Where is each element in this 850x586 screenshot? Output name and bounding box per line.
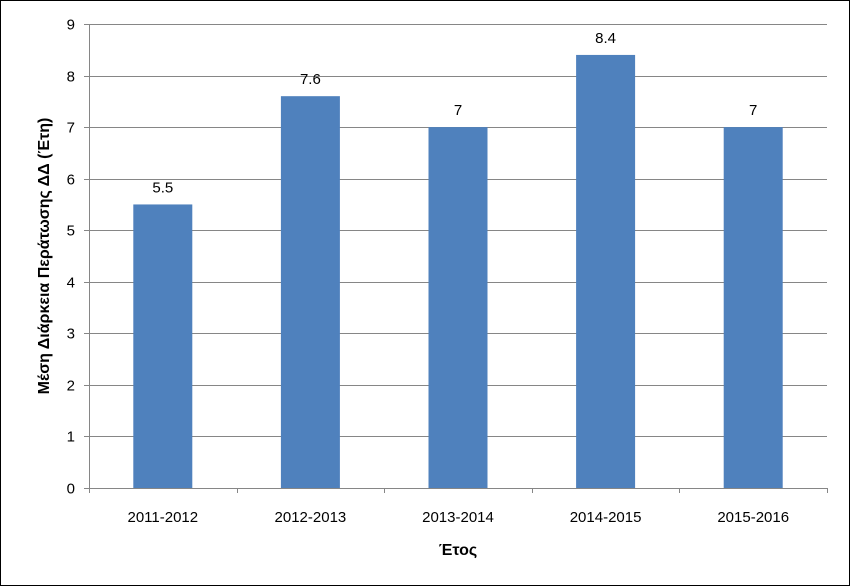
- bar: [280, 96, 340, 488]
- y-tick-label: 9: [67, 17, 75, 34]
- data-label: 7: [749, 102, 757, 119]
- data-label: 7.6: [300, 71, 321, 88]
- bars: [133, 54, 783, 488]
- axes: [84, 24, 828, 493]
- y-tick-label: 8: [67, 69, 75, 86]
- y-tick-label: 6: [67, 172, 75, 189]
- bar: [576, 54, 636, 488]
- y-tick-label: 1: [67, 429, 75, 446]
- x-tick-label: 2013-2014: [422, 509, 494, 526]
- bar: [723, 127, 783, 488]
- bar: [428, 127, 488, 488]
- labels: 0 1 2 3 4 5 6 7 8 9 5.5 2011-2012 7.6 2012-2013 7 2013-…: [67, 17, 789, 527]
- data-label: 8.4: [595, 30, 616, 47]
- data-label: 7: [454, 102, 462, 119]
- y-tick-label: 3: [67, 326, 75, 343]
- y-tick-label: 0: [67, 481, 75, 498]
- data-label: 5.5: [152, 179, 173, 196]
- x-axis-title: Έτος: [439, 542, 477, 559]
- y-tick-label: 5: [67, 223, 75, 240]
- x-tick-label: 2011-2012: [127, 509, 198, 526]
- y-axis-title: Μέση Διάρκεια Περάτωσης ΔΔ (Έτη): [36, 118, 53, 395]
- y-tick-label: 2: [67, 378, 75, 395]
- bar: [133, 204, 193, 488]
- x-tick-label: 2012-2013: [275, 509, 347, 526]
- x-tick-label: 2014-2015: [570, 509, 642, 526]
- x-tick-label: 2015-2016: [717, 509, 789, 526]
- y-tick-label: 4: [67, 275, 75, 292]
- y-tick-label: 7: [67, 120, 75, 137]
